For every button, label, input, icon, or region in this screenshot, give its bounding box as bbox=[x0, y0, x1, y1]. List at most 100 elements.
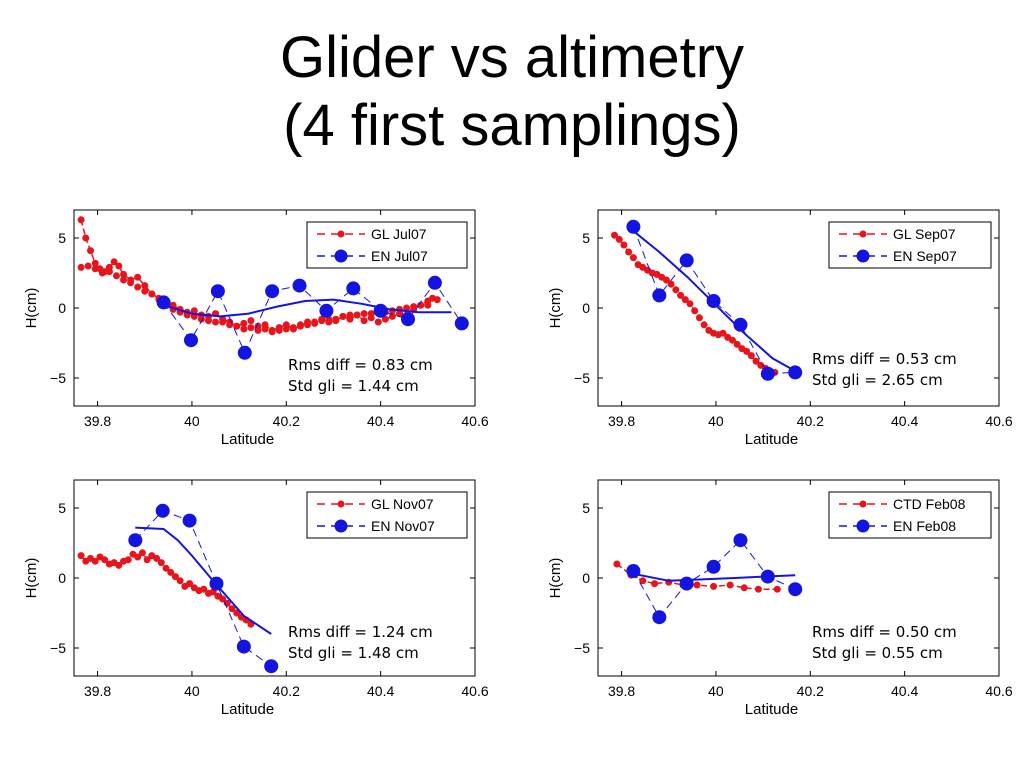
data-point bbox=[171, 573, 179, 581]
data-point bbox=[747, 352, 755, 360]
data-point bbox=[183, 333, 198, 348]
data-point bbox=[157, 559, 165, 567]
data-point bbox=[143, 556, 151, 564]
data-point bbox=[667, 280, 675, 288]
data-point bbox=[686, 300, 694, 308]
legend-marker bbox=[334, 519, 348, 533]
legend-label: GL Nov07 bbox=[371, 496, 434, 512]
x-tick-label: 40 bbox=[184, 683, 200, 699]
data-point bbox=[679, 253, 694, 268]
data-point bbox=[110, 258, 118, 266]
data-point bbox=[219, 318, 227, 326]
data-point bbox=[247, 324, 255, 332]
y-tick-label: −5 bbox=[574, 640, 590, 656]
data-point bbox=[254, 326, 262, 334]
series-en-sep07-smoothed bbox=[632, 230, 796, 372]
data-point bbox=[236, 639, 251, 654]
data-point bbox=[228, 605, 236, 613]
data-point bbox=[210, 284, 225, 299]
data-point bbox=[773, 585, 781, 593]
data-point bbox=[693, 581, 701, 589]
stats-annotation: Std gli = 2.65 cm bbox=[812, 371, 943, 389]
legend: GL Sep07 EN Sep07 bbox=[828, 221, 992, 269]
data-point bbox=[726, 581, 734, 589]
legend-label: GL Jul07 bbox=[371, 226, 427, 242]
series-en-jul07 bbox=[156, 275, 469, 360]
chart-panel-top-left: 39.8 40 40.2 40.4 40.6 5 0 −5 Latitude H(cm) GL Ju… bbox=[23, 209, 489, 448]
data-point bbox=[265, 284, 280, 299]
data-point bbox=[427, 275, 442, 290]
y-tick-label: 0 bbox=[58, 570, 66, 586]
data-point bbox=[87, 247, 95, 255]
data-point bbox=[652, 288, 667, 303]
data-point bbox=[134, 283, 142, 291]
data-point bbox=[733, 317, 748, 332]
series-line bbox=[163, 281, 463, 355]
data-point bbox=[155, 503, 170, 518]
data-point bbox=[120, 276, 128, 284]
data-point bbox=[233, 322, 241, 330]
legend-label: EN Feb08 bbox=[893, 518, 956, 534]
data-point bbox=[91, 259, 99, 267]
data-point bbox=[101, 556, 109, 564]
legend-label: EN Sep07 bbox=[893, 248, 957, 264]
data-point bbox=[454, 316, 469, 331]
x-tick-label: 40.6 bbox=[461, 413, 488, 429]
data-point bbox=[176, 577, 184, 585]
data-point bbox=[374, 318, 382, 326]
x-tick-label: 40.6 bbox=[985, 683, 1012, 699]
x-tick-label: 40.6 bbox=[985, 413, 1012, 429]
x-tick-label: 40.4 bbox=[891, 683, 918, 699]
data-point bbox=[695, 314, 703, 322]
data-point bbox=[733, 340, 741, 348]
data-point bbox=[611, 231, 619, 239]
x-tick-label: 39.8 bbox=[84, 413, 111, 429]
x-axis-label: Latitude bbox=[745, 701, 798, 718]
y-tick-label: 5 bbox=[582, 230, 590, 246]
data-point bbox=[626, 564, 641, 578]
x-tick-label: 40.4 bbox=[367, 683, 394, 699]
data-point bbox=[388, 312, 396, 320]
legend-marker bbox=[859, 230, 867, 238]
x-axis-label: Latitude bbox=[221, 701, 274, 718]
legend-marker bbox=[337, 230, 345, 238]
data-point bbox=[651, 580, 659, 588]
data-point bbox=[91, 265, 99, 273]
legend-box bbox=[828, 221, 992, 269]
data-point bbox=[212, 318, 220, 326]
data-point bbox=[424, 301, 432, 309]
data-point bbox=[167, 568, 175, 576]
data-point bbox=[115, 561, 123, 569]
data-point bbox=[311, 318, 319, 326]
data-point bbox=[754, 585, 762, 593]
data-point bbox=[743, 347, 751, 355]
data-point bbox=[615, 235, 623, 243]
legend-marker bbox=[334, 249, 348, 263]
data-point bbox=[115, 262, 123, 270]
series-gl-sep07 bbox=[611, 231, 779, 376]
legend-box bbox=[828, 491, 992, 539]
data-point bbox=[134, 553, 142, 561]
data-point bbox=[84, 262, 92, 270]
data-point bbox=[681, 296, 689, 304]
plot-area bbox=[77, 503, 279, 674]
x-tick-label: 40 bbox=[708, 683, 724, 699]
legend-marker bbox=[856, 519, 870, 533]
data-point bbox=[639, 577, 647, 585]
plot-area bbox=[613, 533, 803, 625]
data-point bbox=[706, 559, 721, 574]
data-point bbox=[162, 564, 170, 572]
data-point bbox=[760, 366, 775, 381]
data-point bbox=[264, 659, 279, 674]
y-tick-label: 0 bbox=[58, 300, 66, 316]
data-point bbox=[706, 294, 721, 308]
data-point bbox=[346, 311, 354, 319]
data-point bbox=[629, 254, 637, 262]
x-tick-label: 40.4 bbox=[367, 413, 394, 429]
stats-annotation: Std gli = 1.44 cm bbox=[288, 377, 419, 395]
data-point bbox=[788, 582, 803, 597]
data-point bbox=[403, 304, 411, 312]
data-point bbox=[226, 321, 234, 329]
data-point bbox=[626, 219, 641, 234]
data-point bbox=[77, 216, 85, 224]
